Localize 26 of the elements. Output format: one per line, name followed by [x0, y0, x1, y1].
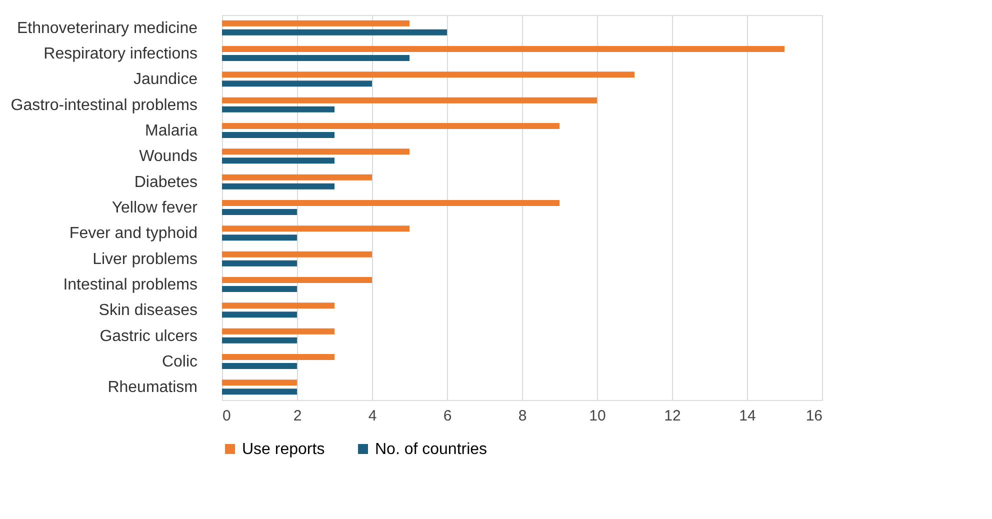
y-tick-label: Wounds: [139, 148, 198, 166]
x-tick-label: 0: [222, 408, 231, 424]
x-tick-label: 14: [739, 408, 756, 424]
legend-label: No. of countries: [375, 441, 488, 458]
x-tick-label: 8: [518, 408, 527, 424]
x-tick-label: 2: [293, 408, 302, 424]
x-tick-label: 16: [806, 408, 822, 424]
legend-label: Use reports: [242, 441, 325, 458]
y-tick-label: Diabetes: [134, 174, 198, 191]
y-tick-label: Liver problems: [92, 250, 198, 268]
y-tick-label: Ethnoveterinary medicine: [16, 20, 198, 37]
y-tick-label: Gastric ulcers: [100, 328, 198, 345]
x-tick-label: 4: [368, 408, 377, 424]
y-tick-label: Colic: [162, 354, 198, 370]
y-tick-label: Respiratory infections: [44, 46, 198, 62]
y-tick-label: Fever and typhoid: [69, 225, 198, 242]
y-tick-label: Yellow fever: [112, 200, 198, 216]
x-tick-label: 12: [664, 408, 681, 424]
y-tick-label: Gastro-intestinal problems: [10, 96, 198, 114]
y-tick-label: Intestinal problems: [63, 276, 198, 294]
x-tick-label: 10: [589, 408, 606, 424]
y-tick-label: Skin diseases: [98, 302, 198, 320]
y-tick-label: Rheumatism: [108, 379, 198, 396]
y-tick-label: Malaria: [145, 122, 198, 140]
y-tick-label: Jaundice: [133, 71, 198, 88]
x-tick-label: 6: [443, 408, 452, 424]
